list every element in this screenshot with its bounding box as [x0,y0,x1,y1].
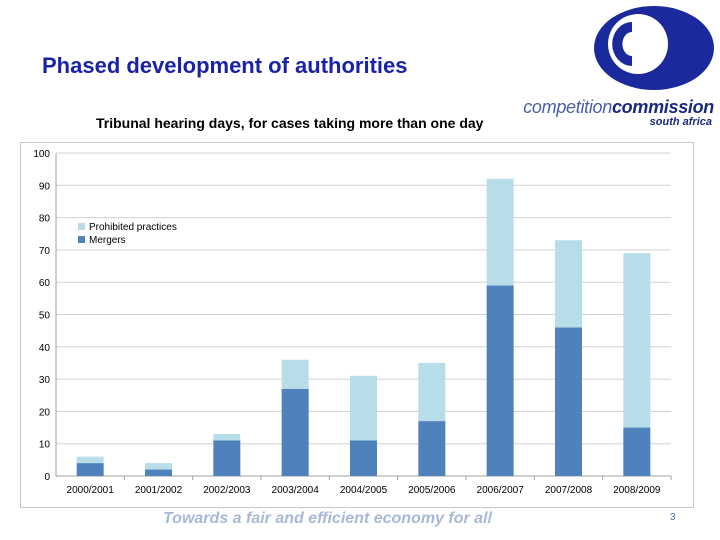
bar-mergers [418,421,446,476]
x-tick-label: 2001/2002 [135,485,183,496]
y-tick-label: 10 [39,440,51,451]
chart-frame: 0 10 20 30 40 50 60 70 80 90 100 2000/2001 2001/2002… [20,142,694,508]
x-tick-label: 2004/2005 [340,485,388,496]
bar-mergers [281,388,309,476]
legend-label: Mergers [89,235,126,246]
page-number: 3 [670,512,676,523]
y-tick-label: 60 [39,278,51,289]
bar-mergers [350,440,377,476]
x-tick-label: 2007/2008 [545,485,593,496]
bar-prohibited-practices [486,178,514,286]
bar-prohibited-practices [623,253,651,428]
bar-mergers [213,440,241,476]
bar-prohibited-practices [76,456,104,464]
chart-title: Tribunal hearing days, for cases taking … [96,115,484,131]
logo-word-commission: commission [611,97,714,117]
bar-mergers [76,463,104,476]
bar-prohibited-practices [350,375,377,441]
bar-mergers [623,427,651,476]
legend-swatch-mergers [78,236,85,243]
y-tick-label: 50 [39,311,51,322]
x-tick-label: 2000/2001 [67,485,115,496]
y-tick-label: 90 [39,181,51,192]
stacked-bar-chart: 0 10 20 30 40 50 60 70 80 90 100 2000/2001 2001/2002… [33,149,672,496]
bar-prohibited-practices [281,359,309,389]
x-tick-label: 2006/2007 [477,485,525,496]
y-tick-label: 30 [39,375,51,386]
x-tick-label: 2005/2006 [408,485,456,496]
legend-label: Prohibited practices [89,222,177,233]
slide-title: Phased development of authorities [42,53,408,78]
bar-mergers [486,285,514,476]
bar-prohibited-practices [555,240,582,328]
y-tick-label: 20 [39,407,51,418]
logo-wordmark: competitioncommission south africa [516,97,714,128]
y-tick-label: 100 [33,149,50,160]
y-tick-label: 80 [39,214,51,225]
x-tick-label: 2002/2003 [203,485,251,496]
footer-slogan: Towards a fair and efficient economy for… [163,510,492,527]
logo-word-competition: competition [523,97,612,117]
y-tick-label: 0 [44,472,50,483]
x-tick-label: 2008/2009 [613,485,661,496]
bar-prohibited-practices [213,434,241,441]
logo-subtitle: south africa [649,116,712,128]
competition-commission-logo-icon [594,6,714,90]
bar-prohibited-practices [418,362,446,422]
bar-mergers [145,469,172,476]
y-tick-label: 70 [39,246,51,257]
bar-mergers [555,327,582,476]
y-tick-label: 40 [39,343,51,354]
legend-swatch-prohibited-practices [78,223,85,230]
bar-prohibited-practices [145,463,172,470]
x-tick-label: 2003/2004 [272,485,320,496]
